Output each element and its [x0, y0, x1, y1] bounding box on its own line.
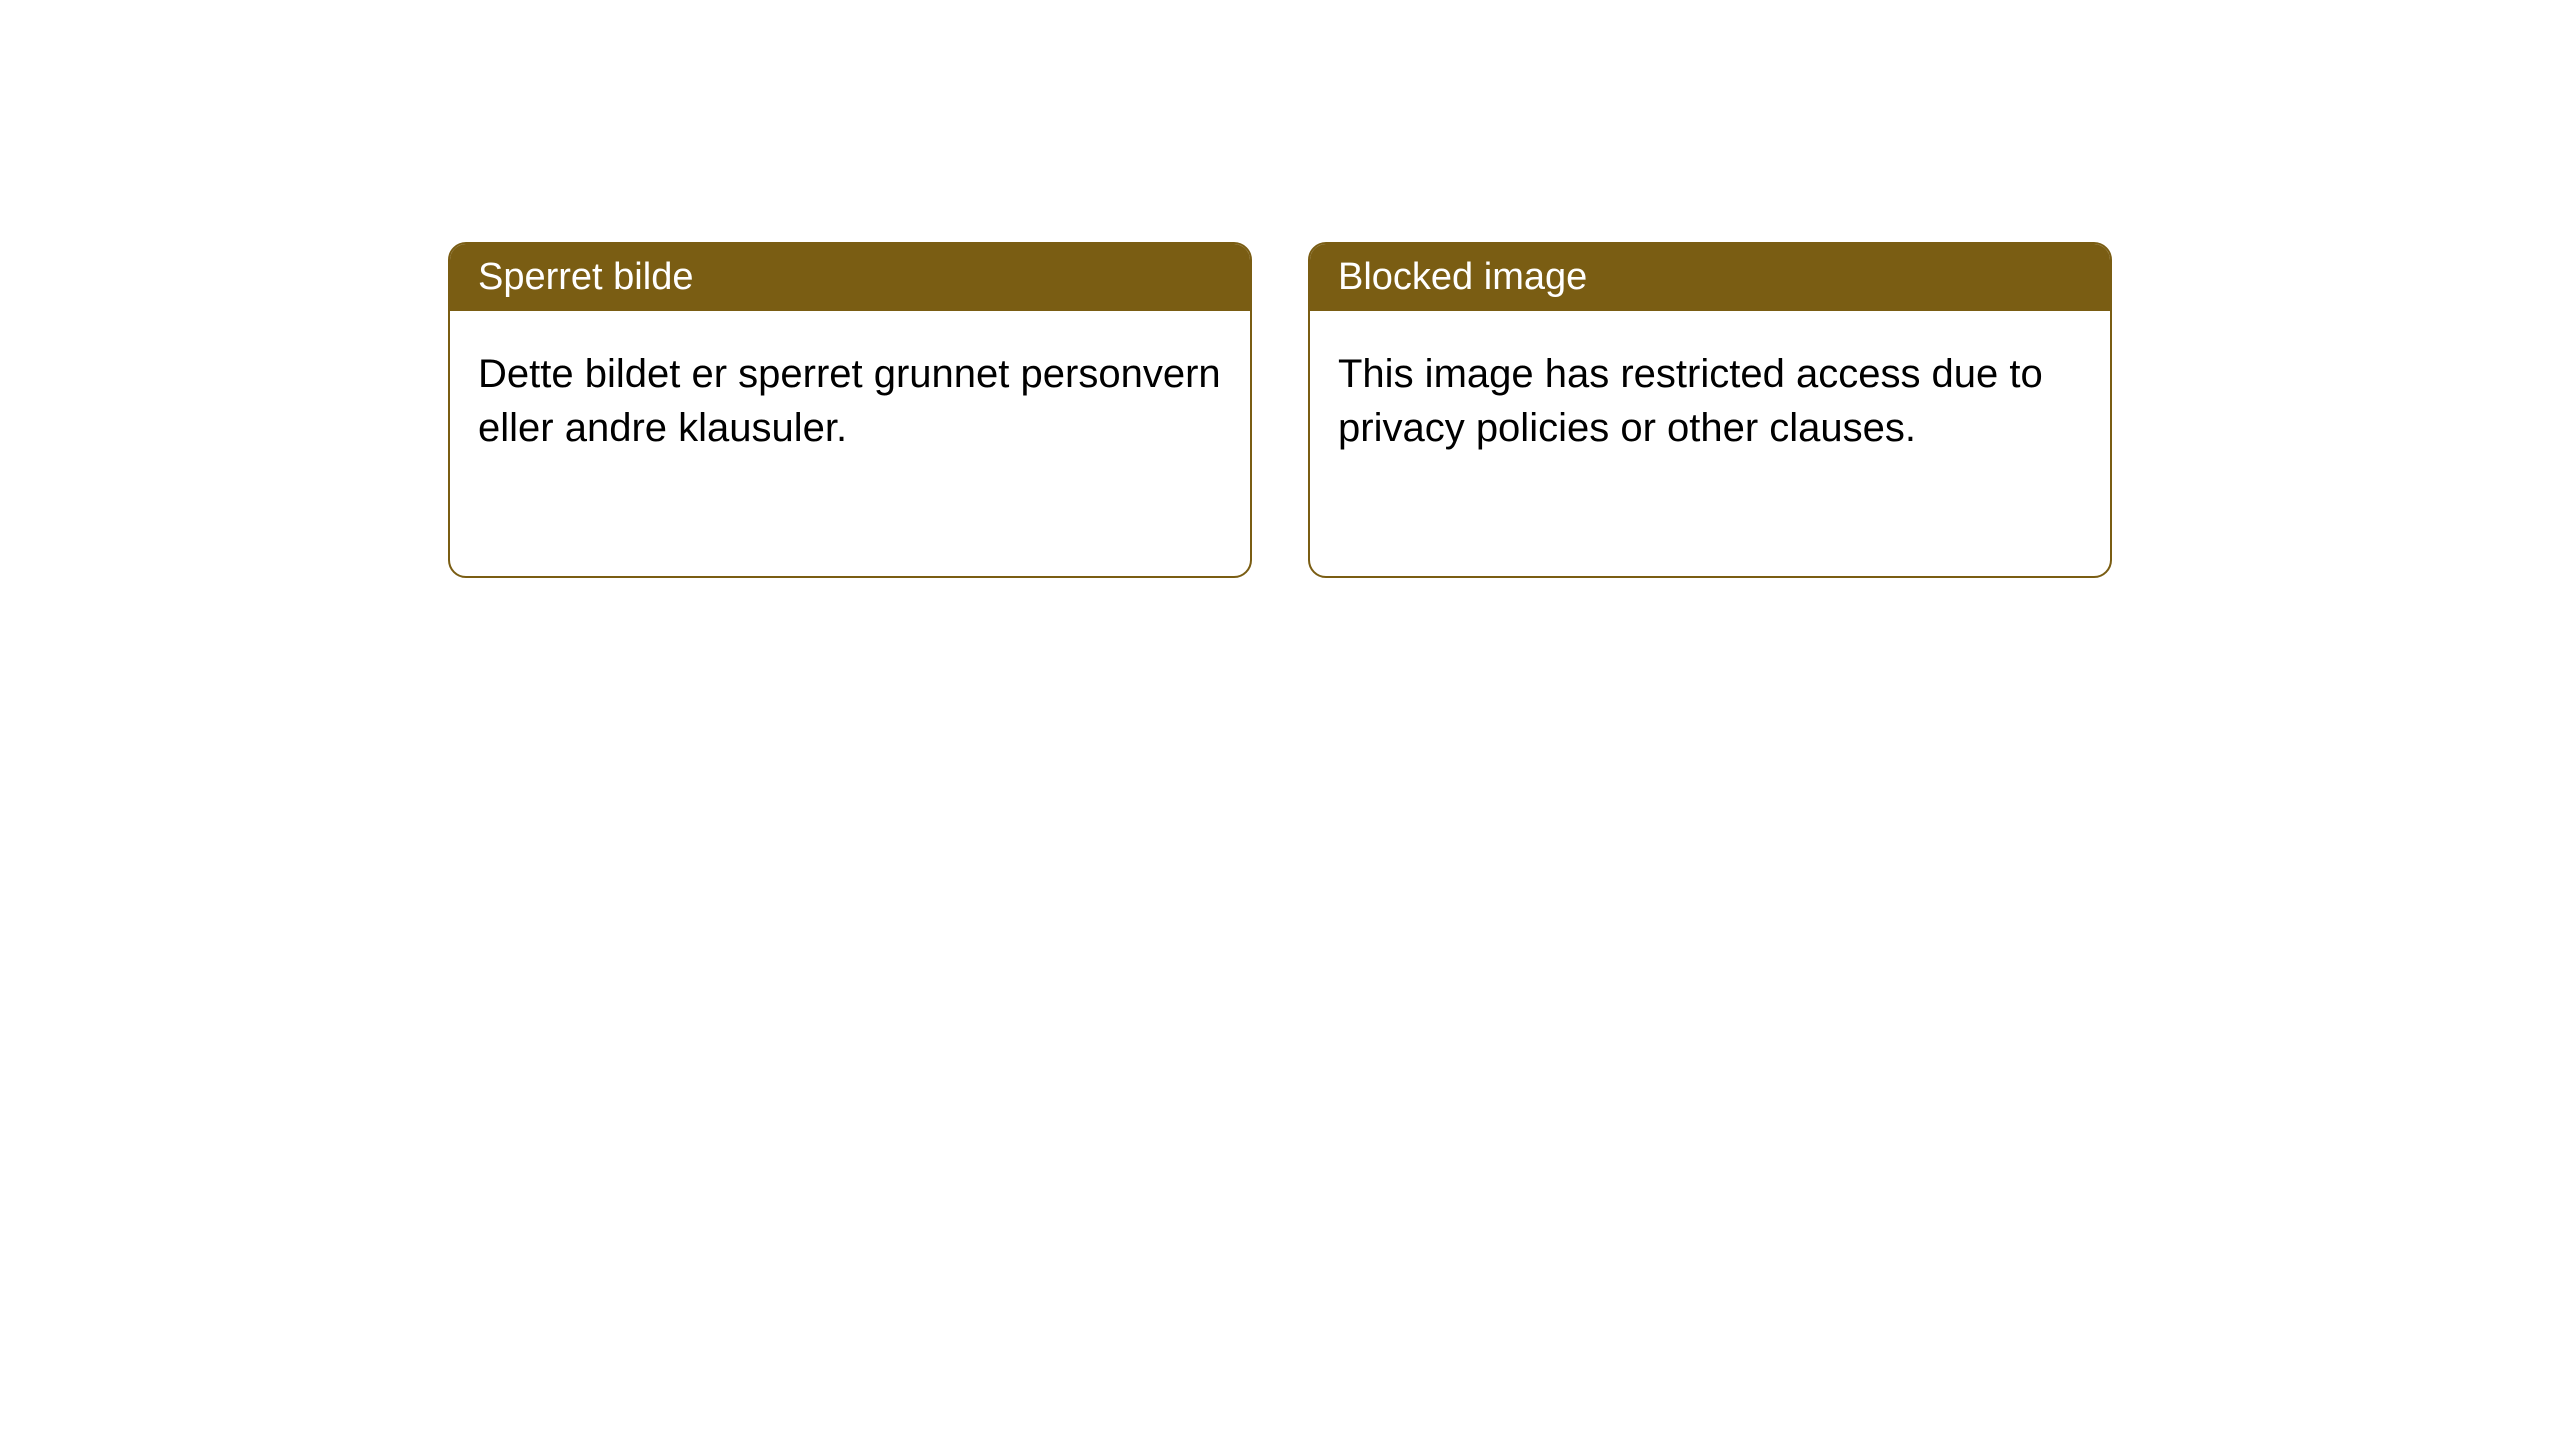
card-body-en: This image has restricted access due to … [1310, 311, 2110, 491]
cards-container: Sperret bilde Dette bildet er sperret gr… [448, 242, 2112, 578]
card-header-en: Blocked image [1310, 244, 2110, 311]
card-english: Blocked image This image has restricted … [1308, 242, 2112, 578]
card-body-no: Dette bildet er sperret grunnet personve… [450, 311, 1250, 491]
card-header-no: Sperret bilde [450, 244, 1250, 311]
card-norwegian: Sperret bilde Dette bildet er sperret gr… [448, 242, 1252, 578]
